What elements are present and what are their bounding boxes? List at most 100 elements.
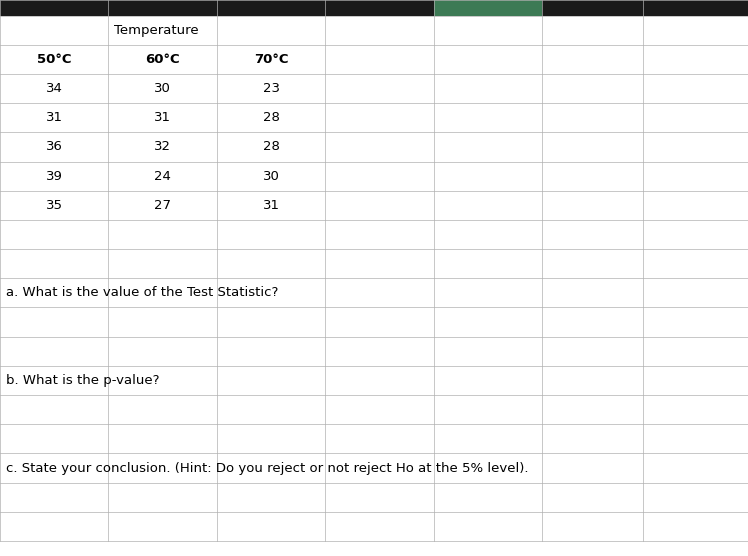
- Bar: [542, 74, 643, 103]
- Bar: [542, 220, 643, 249]
- Bar: [325, 103, 434, 132]
- Bar: [108, 307, 217, 336]
- Text: 36: 36: [46, 141, 63, 153]
- Bar: [542, 44, 643, 74]
- Bar: [643, 278, 748, 307]
- Bar: [434, 220, 542, 249]
- Bar: [217, 366, 325, 395]
- Bar: [108, 191, 217, 220]
- Bar: [217, 161, 325, 191]
- Bar: [0, 44, 108, 74]
- Bar: [108, 512, 217, 541]
- Bar: [217, 220, 325, 249]
- Bar: [434, 249, 542, 278]
- Text: 30: 30: [154, 82, 171, 95]
- Bar: [643, 103, 748, 132]
- Bar: [0, 161, 108, 191]
- Bar: [542, 307, 643, 336]
- Bar: [0, 74, 108, 103]
- Bar: [217, 103, 325, 132]
- Text: 31: 31: [154, 111, 171, 124]
- Text: 27: 27: [154, 199, 171, 212]
- Bar: [217, 0, 325, 16]
- Bar: [542, 103, 643, 132]
- Bar: [643, 191, 748, 220]
- Bar: [325, 0, 434, 16]
- Bar: [0, 453, 108, 483]
- Bar: [434, 278, 542, 307]
- Text: c. State your conclusion. (Hint: Do you reject or not reject Ho at the 5% level): c. State your conclusion. (Hint: Do you …: [6, 461, 529, 474]
- Bar: [325, 483, 434, 512]
- Bar: [434, 191, 542, 220]
- Bar: [434, 366, 542, 395]
- Bar: [643, 366, 748, 395]
- Bar: [542, 16, 643, 44]
- Bar: [643, 395, 748, 424]
- Text: 23: 23: [263, 82, 280, 95]
- Bar: [542, 278, 643, 307]
- Bar: [434, 0, 542, 16]
- Bar: [0, 249, 108, 278]
- Bar: [325, 191, 434, 220]
- Bar: [325, 453, 434, 483]
- Bar: [434, 44, 542, 74]
- Bar: [643, 0, 748, 16]
- Text: 70°C: 70°C: [254, 53, 289, 66]
- Bar: [542, 336, 643, 366]
- Bar: [643, 453, 748, 483]
- Bar: [542, 249, 643, 278]
- Bar: [325, 220, 434, 249]
- Text: 60°C: 60°C: [145, 53, 180, 66]
- Bar: [542, 424, 643, 453]
- Text: 31: 31: [46, 111, 63, 124]
- Text: 28: 28: [263, 141, 280, 153]
- Text: 50°C: 50°C: [37, 53, 72, 66]
- Bar: [325, 307, 434, 336]
- Bar: [0, 336, 108, 366]
- Text: 39: 39: [46, 170, 63, 182]
- Bar: [108, 483, 217, 512]
- Text: Temperature: Temperature: [114, 24, 199, 37]
- Bar: [217, 132, 325, 161]
- Bar: [325, 278, 434, 307]
- Bar: [542, 453, 643, 483]
- Bar: [434, 512, 542, 541]
- Bar: [217, 512, 325, 541]
- Bar: [217, 483, 325, 512]
- Bar: [643, 161, 748, 191]
- Bar: [325, 44, 434, 74]
- Bar: [108, 132, 217, 161]
- Bar: [643, 132, 748, 161]
- Bar: [217, 74, 325, 103]
- Bar: [542, 191, 643, 220]
- Bar: [643, 483, 748, 512]
- Bar: [434, 336, 542, 366]
- Bar: [217, 424, 325, 453]
- Bar: [0, 191, 108, 220]
- Bar: [325, 74, 434, 103]
- Bar: [0, 132, 108, 161]
- Bar: [643, 336, 748, 366]
- Bar: [325, 512, 434, 541]
- Bar: [108, 0, 217, 16]
- Bar: [217, 278, 325, 307]
- Bar: [0, 16, 108, 44]
- Bar: [542, 161, 643, 191]
- Bar: [643, 44, 748, 74]
- Text: 28: 28: [263, 111, 280, 124]
- Text: 35: 35: [46, 199, 63, 212]
- Bar: [434, 307, 542, 336]
- Bar: [0, 483, 108, 512]
- Bar: [0, 278, 108, 307]
- Bar: [0, 220, 108, 249]
- Bar: [434, 103, 542, 132]
- Bar: [434, 395, 542, 424]
- Bar: [643, 220, 748, 249]
- Bar: [542, 0, 643, 16]
- Bar: [108, 161, 217, 191]
- Bar: [108, 249, 217, 278]
- Bar: [643, 424, 748, 453]
- Bar: [542, 512, 643, 541]
- Text: 34: 34: [46, 82, 63, 95]
- Bar: [108, 103, 217, 132]
